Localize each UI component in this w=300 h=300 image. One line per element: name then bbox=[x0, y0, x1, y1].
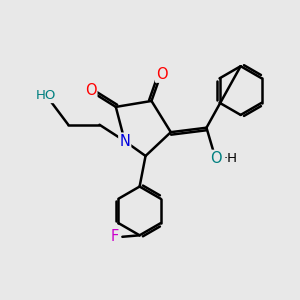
Text: ·H: ·H bbox=[223, 152, 237, 165]
Text: O: O bbox=[211, 151, 222, 166]
Text: N: N bbox=[119, 134, 130, 148]
Text: F: F bbox=[111, 229, 119, 244]
Text: O: O bbox=[156, 67, 168, 82]
Text: O: O bbox=[85, 83, 96, 98]
Text: HO: HO bbox=[36, 89, 56, 102]
